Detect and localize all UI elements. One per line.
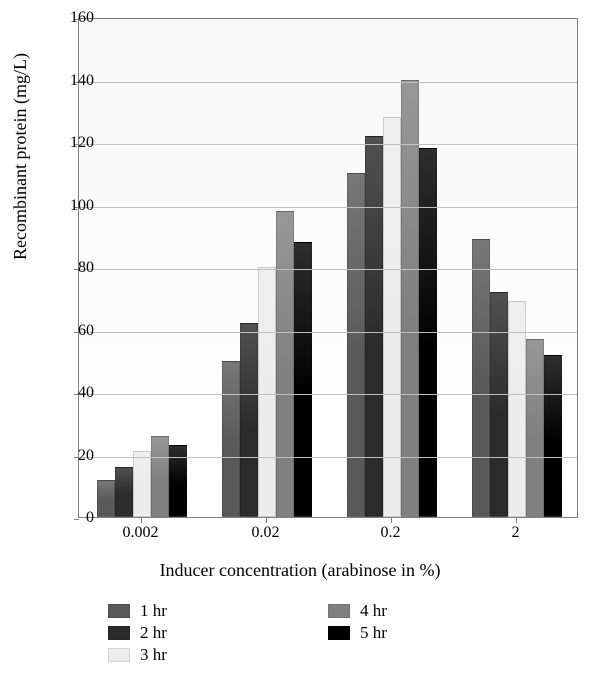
legend-item: 2 hr bbox=[108, 622, 167, 644]
y-tick-label: 40 bbox=[54, 384, 94, 402]
bar bbox=[508, 301, 526, 517]
legend-item: 5 hr bbox=[328, 622, 387, 644]
bar bbox=[526, 339, 544, 517]
legend-label: 2 hr bbox=[140, 623, 167, 643]
bar bbox=[347, 173, 365, 517]
x-tick-label: 0.02 bbox=[252, 524, 280, 542]
bar bbox=[544, 355, 562, 518]
y-tick-label: 20 bbox=[54, 447, 94, 465]
bar bbox=[97, 480, 115, 518]
legend-swatch bbox=[108, 626, 130, 640]
bar bbox=[258, 267, 276, 517]
legend-item: 1 hr bbox=[108, 600, 167, 622]
x-tick-label: 0.2 bbox=[381, 524, 401, 542]
x-axis-label: Inducer concentration (arabinose in %) bbox=[0, 560, 600, 581]
y-tick-label: 100 bbox=[54, 197, 94, 215]
legend-item: 4 hr bbox=[328, 600, 387, 622]
y-tick-label: 80 bbox=[54, 259, 94, 277]
gridline bbox=[79, 394, 577, 395]
y-tick-label: 140 bbox=[54, 72, 94, 90]
y-tick-label: 60 bbox=[54, 322, 94, 340]
legend-swatch bbox=[108, 604, 130, 618]
legend-swatch bbox=[328, 604, 350, 618]
legend-swatch bbox=[108, 648, 130, 662]
gridline bbox=[79, 457, 577, 458]
y-tick-label: 120 bbox=[54, 134, 94, 152]
legend-label: 5 hr bbox=[360, 623, 387, 643]
bar bbox=[401, 80, 419, 518]
y-tick-label: 0 bbox=[54, 509, 94, 527]
chart-container: Recombinant protein (mg/L) Inducer conce… bbox=[0, 0, 600, 673]
bar bbox=[294, 242, 312, 517]
gridline bbox=[79, 144, 577, 145]
gridline bbox=[79, 207, 577, 208]
legend-label: 4 hr bbox=[360, 601, 387, 621]
y-axis-label: Recombinant protein (mg/L) bbox=[10, 53, 31, 260]
bar bbox=[490, 292, 508, 517]
plot-area bbox=[78, 18, 578, 518]
gridline bbox=[79, 269, 577, 270]
bars-layer bbox=[79, 19, 577, 517]
bar bbox=[419, 148, 437, 517]
bar bbox=[133, 451, 151, 517]
legend-label: 3 hr bbox=[140, 645, 167, 665]
bar bbox=[276, 211, 294, 517]
x-tick-label: 2 bbox=[512, 524, 520, 542]
legend-swatch bbox=[328, 626, 350, 640]
x-tick-label: 0.002 bbox=[123, 524, 159, 542]
bar bbox=[365, 136, 383, 517]
gridline bbox=[79, 82, 577, 83]
legend-label: 1 hr bbox=[140, 601, 167, 621]
bar bbox=[240, 323, 258, 517]
gridline bbox=[79, 332, 577, 333]
bar bbox=[472, 239, 490, 517]
bar bbox=[222, 361, 240, 517]
bar bbox=[115, 467, 133, 517]
bar bbox=[151, 436, 169, 517]
y-tick-label: 160 bbox=[54, 9, 94, 27]
legend-item: 3 hr bbox=[108, 644, 167, 666]
